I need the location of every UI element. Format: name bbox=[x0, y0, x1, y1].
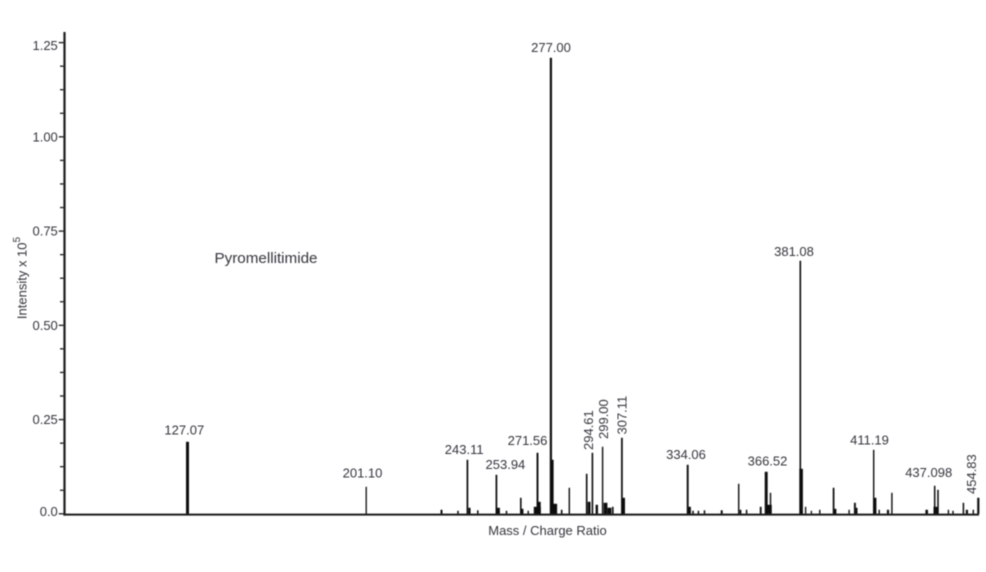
svg-text:243.11: 243.11 bbox=[445, 442, 484, 457]
svg-text:Mass / Charge Ratio: Mass / Charge Ratio bbox=[488, 523, 607, 538]
svg-text:1.00: 1.00 bbox=[32, 129, 57, 144]
svg-text:127.07: 127.07 bbox=[164, 423, 204, 438]
svg-text:299.00: 299.00 bbox=[596, 399, 611, 439]
svg-text:307.11: 307.11 bbox=[614, 396, 629, 435]
svg-text:437.098: 437.098 bbox=[905, 465, 952, 480]
svg-text:381.08: 381.08 bbox=[774, 244, 814, 259]
svg-text:294.61: 294.61 bbox=[581, 410, 596, 450]
svg-text:277.00: 277.00 bbox=[531, 40, 571, 55]
svg-text:Intensity x 105: Intensity x 105 bbox=[12, 236, 30, 319]
svg-text:0.0: 0.0 bbox=[40, 504, 58, 519]
svg-text:201.10: 201.10 bbox=[343, 466, 383, 481]
svg-text:Pyromellitimide: Pyromellitimide bbox=[215, 250, 318, 267]
svg-text:454.83: 454.83 bbox=[964, 454, 979, 494]
svg-text:0.25: 0.25 bbox=[32, 412, 57, 427]
svg-text:411.19: 411.19 bbox=[850, 433, 889, 448]
svg-text:0.75: 0.75 bbox=[32, 224, 57, 239]
svg-text:334.06: 334.06 bbox=[666, 447, 706, 462]
svg-text:1.25: 1.25 bbox=[32, 38, 57, 53]
svg-text:253.94: 253.94 bbox=[486, 457, 526, 472]
svg-text:366.52: 366.52 bbox=[748, 454, 788, 469]
svg-text:0.50: 0.50 bbox=[32, 318, 57, 333]
svg-text:271.56: 271.56 bbox=[508, 433, 548, 448]
